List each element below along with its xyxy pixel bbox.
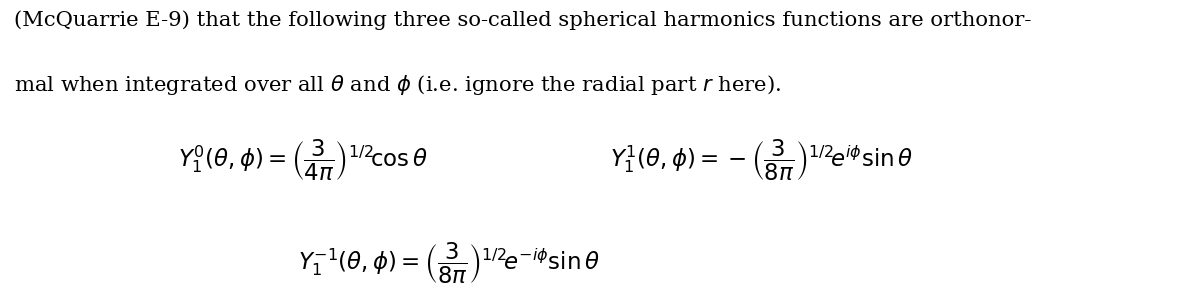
Text: $Y_1^{-1}(\theta,\phi) = \left(\dfrac{3}{8\pi}\right)^{1/2}\!e^{-i\phi}\sin\thet: $Y_1^{-1}(\theta,\phi) = \left(\dfrac{3}… <box>298 241 600 286</box>
Text: (McQuarrie E-9) that the following three so-called spherical harmonics functions: (McQuarrie E-9) that the following three… <box>14 11 1032 30</box>
Text: $Y_1^0(\theta,\phi) = \left(\dfrac{3}{4\pi}\right)^{1/2}\!\cos\theta$: $Y_1^0(\theta,\phi) = \left(\dfrac{3}{4\… <box>178 138 427 183</box>
Text: $Y_1^1(\theta,\phi) = -\left(\dfrac{3}{8\pi}\right)^{1/2}\!e^{i\phi}\sin\theta$: $Y_1^1(\theta,\phi) = -\left(\dfrac{3}{8… <box>610 138 913 183</box>
Text: mal when integrated over all $\theta$ and $\phi$ (i.e. ignore the radial part $r: mal when integrated over all $\theta$ an… <box>14 73 781 97</box>
